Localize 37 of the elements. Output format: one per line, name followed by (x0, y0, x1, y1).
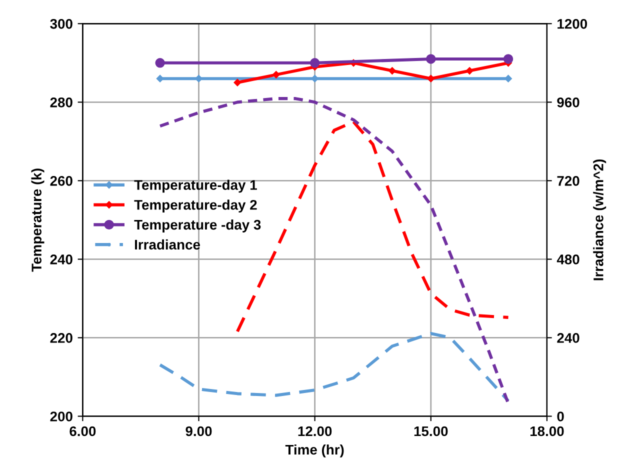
y2-tick-label: 720 (557, 176, 580, 186)
point (426, 54, 436, 64)
point (311, 74, 318, 82)
point (234, 78, 242, 86)
y2-tick-label: 480 (556, 254, 580, 264)
y-tick-label: 300 (50, 18, 72, 29)
y-axis-title: Temperature (k) (31, 168, 44, 272)
legend-label: Irradiance (135, 239, 200, 250)
x-tick-label: 15.00 (414, 426, 448, 436)
point (466, 67, 474, 74)
y-tick-label: 260 (50, 176, 72, 186)
y2-tick-label: 0 (557, 412, 564, 422)
point (272, 71, 280, 78)
x-tick-label: 9.00 (186, 426, 212, 436)
y2-tick-label: 1200 (558, 18, 588, 29)
point (504, 74, 512, 82)
x-tick-label: 18.00 (530, 426, 564, 436)
x-tick-label: 12.00 (298, 426, 332, 436)
point (310, 58, 320, 68)
y2-axis-title: Irradiance (w/m^2) (593, 159, 606, 280)
x-axis-title: Time (hr) (285, 444, 344, 458)
y2-tick-label: 960 (557, 98, 580, 108)
x-tick-label: 6.00 (70, 426, 96, 436)
legend-label: Temperature -day 3 (134, 219, 261, 232)
y-tick-label: 200 (50, 412, 72, 422)
line-series (158, 332, 510, 402)
y2-tick-label: 240 (557, 333, 580, 343)
point (503, 54, 514, 64)
legend-label: Temperature-day 2 (134, 200, 257, 213)
y-tick-label: 220 (50, 333, 72, 343)
point (155, 58, 165, 68)
point (388, 67, 396, 74)
y-tick-label: 240 (50, 254, 72, 264)
point (156, 74, 164, 82)
point (195, 74, 202, 82)
y-tick-label: 280 (50, 98, 72, 108)
legend-label: Temperature-day 1 (134, 180, 257, 193)
